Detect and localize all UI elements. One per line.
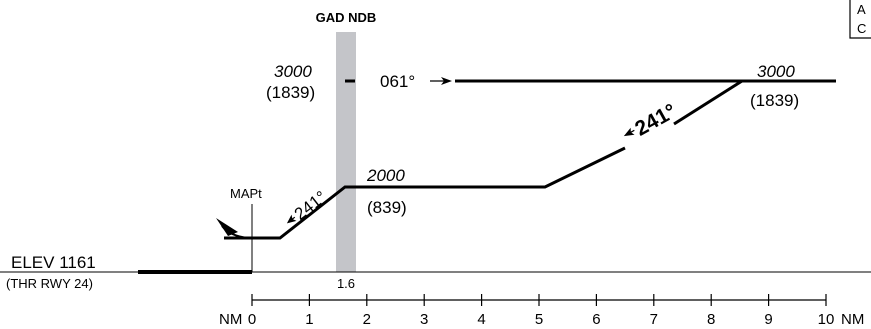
missed-approach-arrowhead — [216, 218, 238, 236]
ndb-fix-band — [336, 32, 356, 272]
corner-box: A C — [849, 0, 871, 39]
corner-box-line1: A — [857, 2, 866, 17]
descent-profile-line — [224, 146, 626, 240]
right-upper-altitude: 3000 — [757, 62, 795, 81]
inbound-course-small: 241° — [286, 187, 330, 224]
scale-tick-label: 3 — [420, 311, 428, 328]
scale-tick-label: 5 — [535, 311, 543, 328]
inbound-course-large: 241° — [623, 100, 680, 141]
inbound-small-arrowhead — [286, 214, 297, 224]
inbound-course-large-label: 241° — [631, 100, 680, 141]
scale-tick-label: 6 — [592, 311, 600, 328]
right-upper-altitude-agl: (1839) — [750, 91, 799, 110]
scale-unit-left: NM — [219, 311, 242, 328]
scale-tick-label: 1 — [305, 311, 313, 328]
outbound-course-label: 061° — [380, 72, 415, 91]
mapt-label: MAPt — [230, 186, 262, 201]
threshold-label: (THR RWY 24) — [6, 276, 93, 291]
scale-tick-label: 4 — [477, 311, 485, 328]
distance-scale: NM NM 0 1 2 3 4 5 6 7 8 9 10 — [219, 294, 864, 328]
left-upper-altitude: 3000 — [274, 62, 312, 81]
scale-tick-label: 2 — [363, 311, 371, 328]
step-down-altitude-agl: (839) — [367, 198, 407, 217]
scale-tick-label: 9 — [764, 311, 772, 328]
inbound-large-arrowhead — [623, 127, 635, 137]
inbound-course-small-label: 241° — [291, 187, 330, 224]
corner-box-border — [849, 0, 871, 39]
airport-elevation: ELEV 1161 — [11, 253, 96, 272]
inbound-segment-line — [673, 79, 743, 126]
ndb-fix-label: GAD NDB — [316, 10, 377, 25]
corner-box-line2: C — [857, 21, 866, 36]
scale-tick-label: 10 — [818, 311, 835, 328]
scale-tick-label: 7 — [650, 311, 658, 328]
scale-tick-label: 8 — [707, 311, 715, 328]
step-down-altitude: 2000 — [366, 166, 405, 185]
scale-unit-right: NM — [841, 311, 864, 328]
scale-tick-label: 0 — [248, 311, 256, 328]
fix-distance-label: 1.6 — [337, 276, 355, 291]
outbound-arrowhead — [441, 77, 452, 85]
left-upper-altitude-agl: (1839) — [266, 83, 315, 102]
